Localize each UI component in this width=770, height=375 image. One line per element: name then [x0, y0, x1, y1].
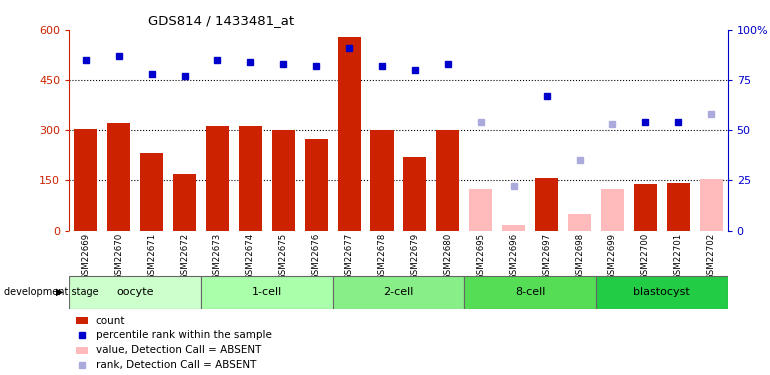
Bar — [69, 276, 201, 309]
Text: ▶: ▶ — [56, 287, 64, 297]
Text: GSM22695: GSM22695 — [477, 233, 485, 280]
Text: GSM22675: GSM22675 — [279, 233, 288, 280]
Bar — [634, 184, 657, 231]
Text: GDS814 / 1433481_at: GDS814 / 1433481_at — [149, 15, 294, 27]
Bar — [173, 174, 196, 231]
Bar — [568, 214, 591, 231]
Text: GSM22702: GSM22702 — [707, 233, 715, 280]
Text: GSM22671: GSM22671 — [147, 233, 156, 280]
Bar — [403, 157, 427, 231]
Bar — [201, 276, 333, 309]
Text: GSM22696: GSM22696 — [509, 233, 518, 280]
Text: oocyte: oocyte — [116, 287, 154, 297]
Bar — [502, 225, 525, 231]
Text: GSM22698: GSM22698 — [575, 233, 584, 280]
Text: blastocyst: blastocyst — [634, 287, 690, 297]
Bar — [700, 179, 723, 231]
Text: GSM22697: GSM22697 — [542, 233, 551, 280]
Text: rank, Detection Call = ABSENT: rank, Detection Call = ABSENT — [95, 360, 256, 370]
Text: value, Detection Call = ABSENT: value, Detection Call = ABSENT — [95, 345, 261, 355]
Text: GSM22678: GSM22678 — [377, 233, 387, 280]
Text: GSM22680: GSM22680 — [444, 233, 452, 280]
Text: GSM22701: GSM22701 — [674, 233, 683, 280]
Bar — [76, 317, 88, 324]
Text: GSM22679: GSM22679 — [410, 233, 420, 280]
Bar — [74, 129, 97, 231]
Bar — [535, 178, 558, 231]
Bar — [596, 276, 728, 309]
Bar — [206, 126, 229, 231]
Bar — [76, 346, 88, 354]
Bar — [667, 183, 690, 231]
Bar — [370, 130, 393, 231]
Bar — [337, 38, 360, 231]
Text: GSM22670: GSM22670 — [114, 233, 123, 280]
Text: 1-cell: 1-cell — [252, 287, 282, 297]
Text: GSM22674: GSM22674 — [246, 233, 255, 280]
Text: count: count — [95, 315, 126, 326]
Text: GSM22669: GSM22669 — [82, 233, 90, 280]
Bar — [601, 189, 624, 231]
Bar — [140, 153, 163, 231]
Text: 2-cell: 2-cell — [383, 287, 413, 297]
Text: development stage: development stage — [4, 287, 99, 297]
Bar — [437, 130, 460, 231]
Text: GSM22677: GSM22677 — [345, 233, 353, 280]
Bar — [464, 276, 596, 309]
Text: 8-cell: 8-cell — [515, 287, 545, 297]
Text: GSM22676: GSM22676 — [312, 233, 320, 280]
Bar — [272, 130, 295, 231]
Bar — [239, 126, 262, 231]
Bar — [469, 189, 492, 231]
Text: GSM22699: GSM22699 — [608, 233, 617, 280]
Bar — [305, 139, 328, 231]
Text: GSM22672: GSM22672 — [180, 233, 189, 280]
Bar — [333, 276, 464, 309]
Text: GSM22673: GSM22673 — [213, 233, 222, 280]
Bar — [107, 123, 130, 231]
Text: GSM22700: GSM22700 — [641, 233, 650, 280]
Text: percentile rank within the sample: percentile rank within the sample — [95, 330, 272, 340]
